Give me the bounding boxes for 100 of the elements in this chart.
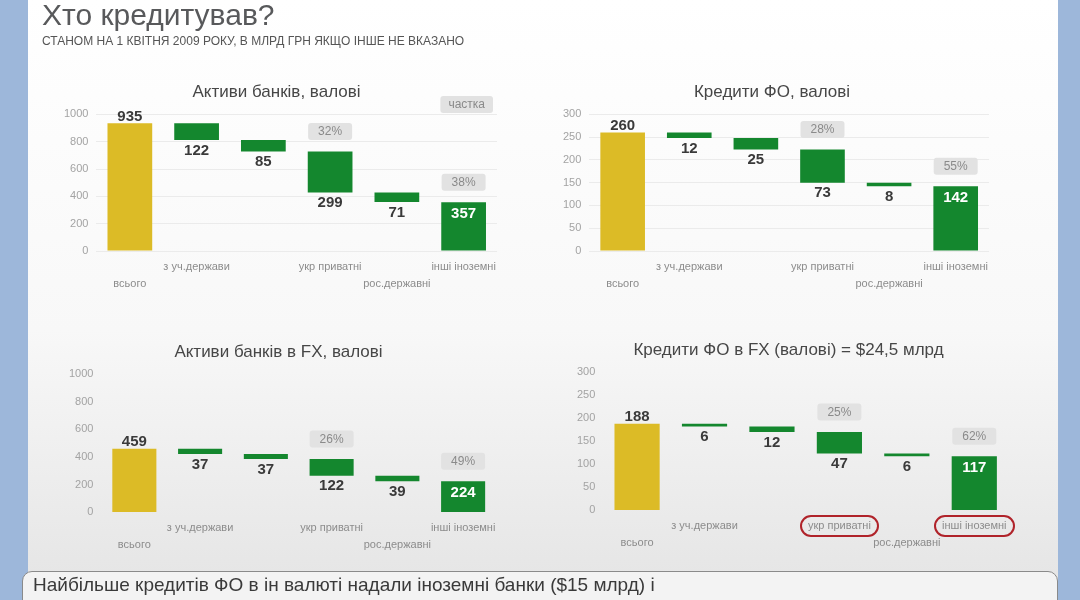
annotation: 25%	[827, 404, 852, 419]
y-tick-label: 150	[576, 434, 596, 447]
bar	[178, 448, 223, 454]
data-label: 117	[962, 457, 987, 475]
x-tick-label: всього	[117, 537, 151, 550]
y-tick-label: 600	[70, 162, 89, 175]
data-label: 357	[451, 203, 477, 221]
chart-title: Активи банків в FX, валові	[174, 341, 383, 361]
data-label: 935	[117, 106, 143, 124]
bar	[243, 453, 288, 460]
bar	[749, 426, 795, 433]
bar	[614, 423, 660, 510]
data-label: 6	[700, 427, 709, 445]
annotation: 28%	[810, 122, 835, 137]
y-tick-label: 0	[575, 244, 582, 257]
annotation: 55%	[943, 159, 969, 174]
bar	[933, 186, 979, 251]
y-tick-label: 400	[70, 189, 89, 202]
data-label: 459	[121, 432, 147, 450]
data-label: 39	[389, 481, 406, 499]
data-label: 85	[255, 152, 272, 170]
bar	[666, 132, 712, 139]
y-tick-label: 100	[562, 198, 582, 211]
data-label: 122	[184, 140, 210, 158]
text: СТАНОМ НА 1 КВІТНЯ 2009 РОКУ, В МЛРД ГРН ЯКЩО ІНШЕ НЕ ВКАЗАНО	[42, 34, 465, 48]
data-label: 37	[257, 459, 275, 477]
bar	[374, 192, 420, 203]
y-tick-label: 200	[576, 411, 596, 424]
annotation: 62%	[962, 429, 987, 444]
x-tick-label: інші іноземні	[430, 521, 496, 534]
bar	[375, 475, 420, 482]
data-label: 8	[884, 186, 894, 204]
data-label: 37	[191, 454, 209, 472]
y-tick-label: 1000	[68, 367, 94, 380]
y-tick-label: 0	[82, 244, 89, 257]
bar	[441, 202, 486, 251]
bar	[951, 456, 997, 510]
x-tick-label: всього	[620, 535, 654, 548]
y-tick-label: 400	[75, 449, 94, 462]
text: Найбільше кредитів ФО в ін валюті надали іноземні банки ($15 млрд) і	[33, 574, 655, 595]
x-tick-label: рос.державні	[873, 535, 941, 548]
annotation: 49%	[451, 453, 476, 468]
data-label: 12	[763, 432, 781, 450]
y-tick-label: 200	[562, 152, 582, 165]
x-tick-label: рос.державні	[363, 276, 431, 289]
x-tick-label: з уч.держави	[163, 260, 230, 273]
data-label: 25	[747, 150, 765, 168]
y-tick-label: 800	[75, 394, 94, 407]
data-label: 260	[610, 116, 636, 134]
x-tick-label: інші іноземні	[431, 260, 496, 273]
x-tick-label: інші іноземні	[942, 519, 1007, 532]
y-tick-label: 200	[75, 477, 94, 490]
data-label: 73	[814, 183, 831, 201]
text: Хто кредитував?	[42, 0, 275, 31]
bar	[241, 139, 286, 152]
x-tick-label: укр приватні	[791, 260, 854, 273]
y-tick-label: 150	[562, 175, 582, 188]
y-tick-label: 1000	[63, 107, 89, 120]
bar	[800, 149, 845, 183]
annotation: 38%	[451, 175, 476, 190]
bar	[733, 138, 779, 150]
bar	[309, 459, 354, 476]
data-label: 71	[388, 202, 406, 220]
y-tick-label: 250	[576, 388, 596, 401]
x-tick-label: укр приватні	[807, 519, 871, 532]
bar	[816, 432, 862, 454]
y-tick-label: 300	[562, 107, 582, 120]
bar	[600, 132, 645, 251]
text: частка	[448, 97, 486, 112]
data-label: 122	[319, 476, 345, 494]
y-tick-label: 600	[75, 422, 94, 435]
data-label: 142	[943, 187, 969, 205]
x-tick-label: укр приватні	[298, 260, 362, 273]
data-label: 299	[317, 193, 343, 211]
y-tick-label: 0	[87, 505, 94, 518]
y-tick-label: 300	[576, 365, 596, 378]
y-tick-label: 50	[569, 221, 582, 234]
bar	[174, 123, 219, 140]
y-tick-label: 100	[576, 457, 596, 470]
y-tick-label: 250	[562, 130, 582, 143]
x-tick-label: з уч.держави	[656, 260, 723, 273]
data-label: 47	[831, 454, 848, 472]
data-label: 188	[624, 407, 650, 425]
chart-title: Кредити ФО, валові	[693, 81, 851, 101]
x-tick-label: укр приватні	[300, 521, 364, 534]
y-tick-label: 200	[70, 216, 89, 229]
y-tick-label: 50	[583, 480, 596, 493]
y-tick-label: 800	[70, 134, 89, 147]
x-tick-label: всього	[113, 276, 147, 289]
data-label: 224	[450, 482, 477, 500]
x-tick-label: рос.державні	[855, 276, 923, 289]
data-label: 12	[680, 138, 698, 156]
x-tick-label: з уч.держави	[671, 519, 738, 532]
bar	[307, 151, 353, 193]
y-tick-label: 0	[589, 503, 596, 516]
x-tick-label: інші іноземні	[923, 260, 988, 273]
bar	[107, 123, 153, 251]
bar	[112, 448, 157, 512]
x-tick-label: рос.державні	[363, 537, 432, 550]
chart-title: Кредити ФО в FX (валові) = $24,5 млрд	[633, 339, 944, 359]
